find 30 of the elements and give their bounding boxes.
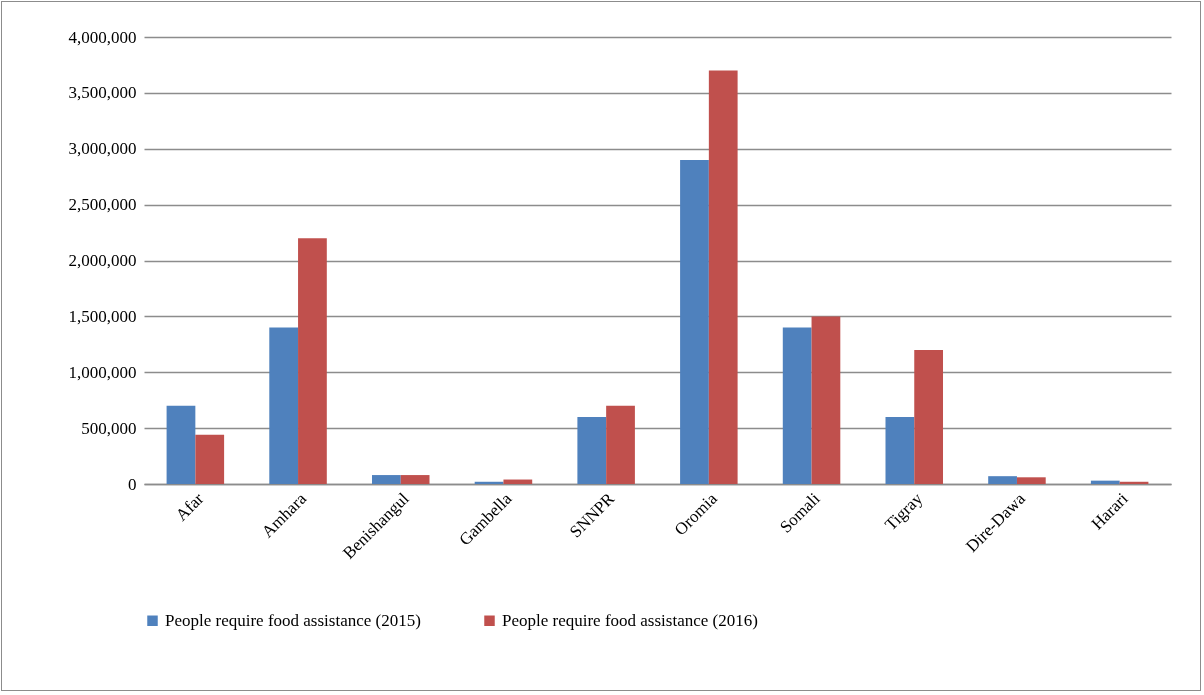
bar <box>1090 480 1120 484</box>
legend-label: People require food assistance (2016) <box>502 610 758 630</box>
y-tick-label: 4,000,000 <box>68 27 137 47</box>
bar <box>269 327 299 484</box>
bar <box>680 159 709 484</box>
bar <box>195 434 225 484</box>
bar <box>1016 477 1046 484</box>
y-tick-label: 1,500,000 <box>68 306 137 326</box>
bar <box>914 349 944 484</box>
bar <box>577 416 607 484</box>
y-tick-label: 2,000,000 <box>68 251 137 270</box>
y-tick-label: 2,500,000 <box>68 195 137 215</box>
bar <box>885 416 915 484</box>
bar <box>782 327 812 484</box>
y-tick-label: 3,000,000 <box>68 139 137 159</box>
bar <box>298 238 327 484</box>
x-tick-label: Afar <box>171 488 208 525</box>
bar <box>371 475 401 484</box>
bar <box>708 70 738 484</box>
y-tick-label: 1,000,000 <box>68 362 137 382</box>
y-tick-label: 3,500,000 <box>68 83 137 103</box>
y-tick-label: 0 <box>128 474 137 494</box>
bar <box>166 405 196 484</box>
legend-label: People require food assistance (2015) <box>165 610 421 630</box>
bar <box>988 476 1017 484</box>
bar <box>400 475 430 484</box>
y-tick-label: 500,000 <box>81 418 137 438</box>
bar <box>606 405 635 484</box>
bar <box>503 479 533 484</box>
bar <box>811 316 841 484</box>
